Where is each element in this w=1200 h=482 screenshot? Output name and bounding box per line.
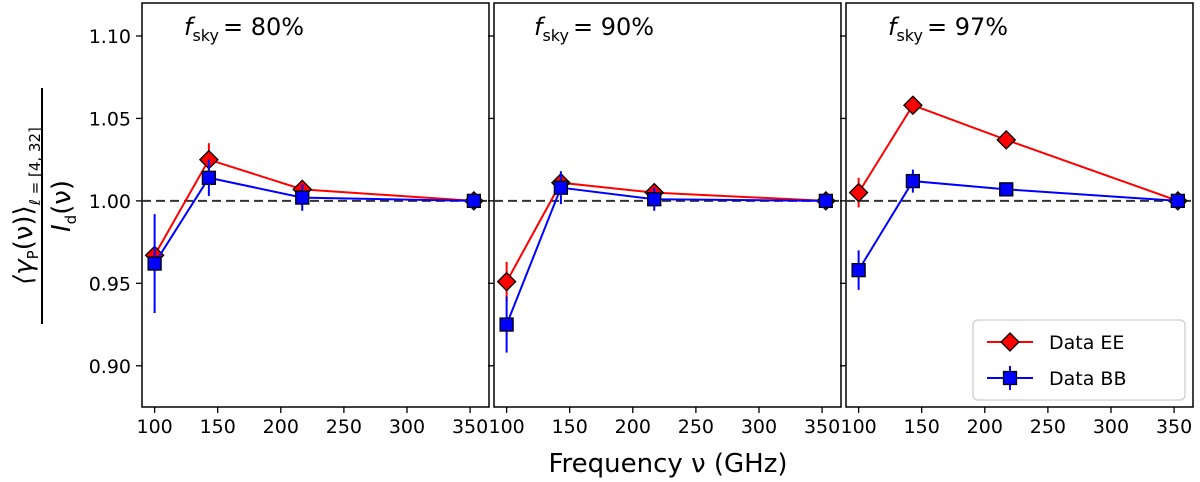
data-point-bb (905, 173, 921, 189)
x-tick-label: 250 (1030, 416, 1066, 438)
series-line-ee (153, 158, 474, 256)
x-tick-label: 100 (488, 416, 524, 438)
legend-label: Data EE (1049, 332, 1124, 354)
series-line-bb (857, 180, 1178, 271)
x-tick-label: 200 (967, 416, 1003, 438)
data-point-ee (848, 182, 869, 203)
y-label-denominator: Id(ν) (47, 180, 80, 232)
y-tick-label: 1.00 (89, 191, 131, 213)
plot-area (493, 2, 842, 408)
legend-box (972, 319, 1186, 401)
y-tick-label: 0.90 (89, 356, 131, 378)
data-point-ee (902, 95, 923, 116)
y-tick-label: 1.05 (89, 108, 131, 130)
data-point-bb (818, 193, 834, 209)
x-tick-label: 300 (1093, 416, 1129, 438)
data-point-bb (647, 192, 662, 207)
x-tick-label: 250 (326, 416, 362, 438)
x-tick-label: 150 (904, 416, 940, 438)
legend-marker-bb (1002, 370, 1018, 386)
data-point-bb (466, 193, 482, 209)
y-tick-label: 1.10 (89, 26, 131, 48)
x-tick-label: 200 (615, 416, 651, 438)
x-tick-label: 350 (452, 416, 488, 438)
x-tick-label: 300 (741, 416, 777, 438)
x-tick-label: 100 (136, 416, 172, 438)
x-tick-label: 200 (263, 416, 299, 438)
series-line-ee (505, 181, 826, 283)
x-tick-label: 100 (840, 416, 876, 438)
x-tick-label: 150 (200, 416, 236, 438)
x-tick-label: 150 (552, 416, 588, 438)
series-line-bb (153, 176, 474, 265)
x-tick-label: 350 (804, 416, 840, 438)
data-point-bb (201, 170, 217, 185)
plot-area (141, 2, 490, 408)
x-tick-label: 250 (678, 416, 714, 438)
data-point-ee (496, 271, 517, 292)
data-point-bb (553, 180, 569, 195)
data-point-bb (295, 190, 310, 205)
y-tick-label: 0.95 (89, 273, 131, 295)
x-tick-label: 300 (389, 416, 425, 438)
legend-label: Data BB (1049, 368, 1126, 390)
y-label-numerator: ⟨γP(ν)⟩ℓ = [4, 32] (9, 127, 44, 285)
y-axis-label: ⟨γP(ν)⟩ℓ = [4, 32] Id(ν) (9, 88, 80, 324)
x-tick-label: 350 (1156, 416, 1192, 438)
series-line-bb (505, 186, 826, 325)
x-axis-label: Frequency ν (GHz) (548, 449, 787, 479)
series-line-ee (857, 104, 1179, 202)
data-point-bb (851, 262, 866, 278)
data-point-bb (999, 182, 1014, 197)
legend-marker-ee (1000, 332, 1020, 352)
data-point-ee (996, 129, 1017, 150)
data-point-bb (147, 256, 162, 271)
data-point-bb (1170, 193, 1186, 209)
data-point-bb (499, 317, 514, 332)
